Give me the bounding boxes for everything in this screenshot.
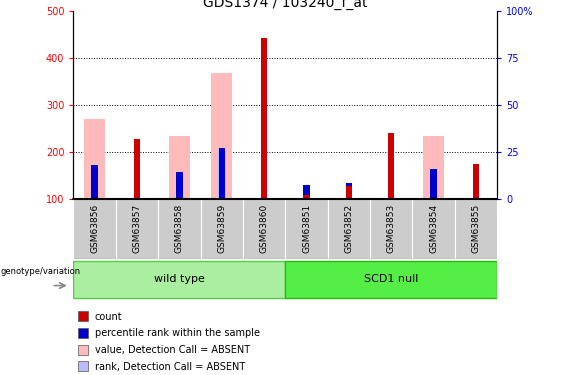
Text: GSM63859: GSM63859 [218, 204, 226, 254]
Text: GSM63857: GSM63857 [133, 204, 141, 254]
Bar [243, 199, 285, 259]
Text: wild type: wild type [154, 273, 205, 284]
Bar [430, 169, 437, 199]
Text: value, Detection Call = ABSENT: value, Detection Call = ABSENT [95, 345, 250, 355]
Text: GSM63854: GSM63854 [429, 204, 438, 254]
Bar [134, 139, 140, 199]
Bar [73, 11, 116, 199]
Bar [116, 11, 158, 199]
Bar [169, 136, 190, 199]
Text: GSM63853: GSM63853 [387, 204, 396, 254]
Bar [91, 166, 98, 199]
Bar [473, 164, 479, 199]
Bar [285, 261, 497, 298]
Bar [176, 172, 182, 199]
Bar [116, 199, 158, 259]
Bar [370, 199, 412, 259]
Bar [285, 11, 328, 199]
Bar [73, 199, 116, 259]
Bar [211, 73, 232, 199]
Bar [388, 133, 394, 199]
Bar [261, 38, 267, 199]
Bar [158, 199, 201, 259]
Bar [285, 199, 328, 259]
Bar [219, 148, 225, 199]
Bar [473, 177, 479, 199]
Bar [78, 345, 88, 354]
Text: GSM63860: GSM63860 [260, 204, 268, 254]
Bar [412, 11, 455, 199]
Text: GSM63855: GSM63855 [472, 204, 480, 254]
Text: GSM63852: GSM63852 [345, 204, 353, 254]
Bar [455, 199, 497, 259]
Bar [134, 171, 140, 199]
Bar [218, 148, 225, 199]
Bar [73, 261, 285, 298]
Title: GDS1374 / 103240_f_at: GDS1374 / 103240_f_at [203, 0, 368, 10]
Text: genotype/variation: genotype/variation [1, 267, 80, 276]
Bar [78, 362, 88, 371]
Bar [328, 199, 370, 259]
Bar [303, 195, 310, 199]
Text: GSM63856: GSM63856 [90, 204, 99, 254]
Bar [412, 199, 455, 259]
Bar [303, 185, 310, 199]
Bar [370, 11, 412, 199]
Text: GSM63858: GSM63858 [175, 204, 184, 254]
Text: percentile rank within the sample: percentile rank within the sample [95, 328, 260, 338]
Bar [201, 199, 243, 259]
Bar [346, 186, 352, 199]
Text: rank, Detection Call = ABSENT: rank, Detection Call = ABSENT [95, 362, 245, 372]
Bar [261, 144, 267, 199]
Bar [176, 172, 183, 199]
Bar [92, 165, 98, 199]
Bar [423, 136, 444, 199]
Bar [201, 11, 243, 199]
Bar [455, 11, 497, 199]
Bar [158, 11, 201, 199]
Bar [328, 11, 370, 199]
Bar [243, 11, 285, 199]
Bar [78, 328, 88, 338]
Bar [388, 170, 394, 199]
Text: GSM63851: GSM63851 [302, 204, 311, 254]
Text: count: count [95, 312, 122, 322]
Bar [84, 119, 105, 199]
Bar [78, 311, 88, 321]
Text: SCD1 null: SCD1 null [364, 273, 419, 284]
Bar [431, 169, 437, 199]
Bar [346, 183, 352, 199]
